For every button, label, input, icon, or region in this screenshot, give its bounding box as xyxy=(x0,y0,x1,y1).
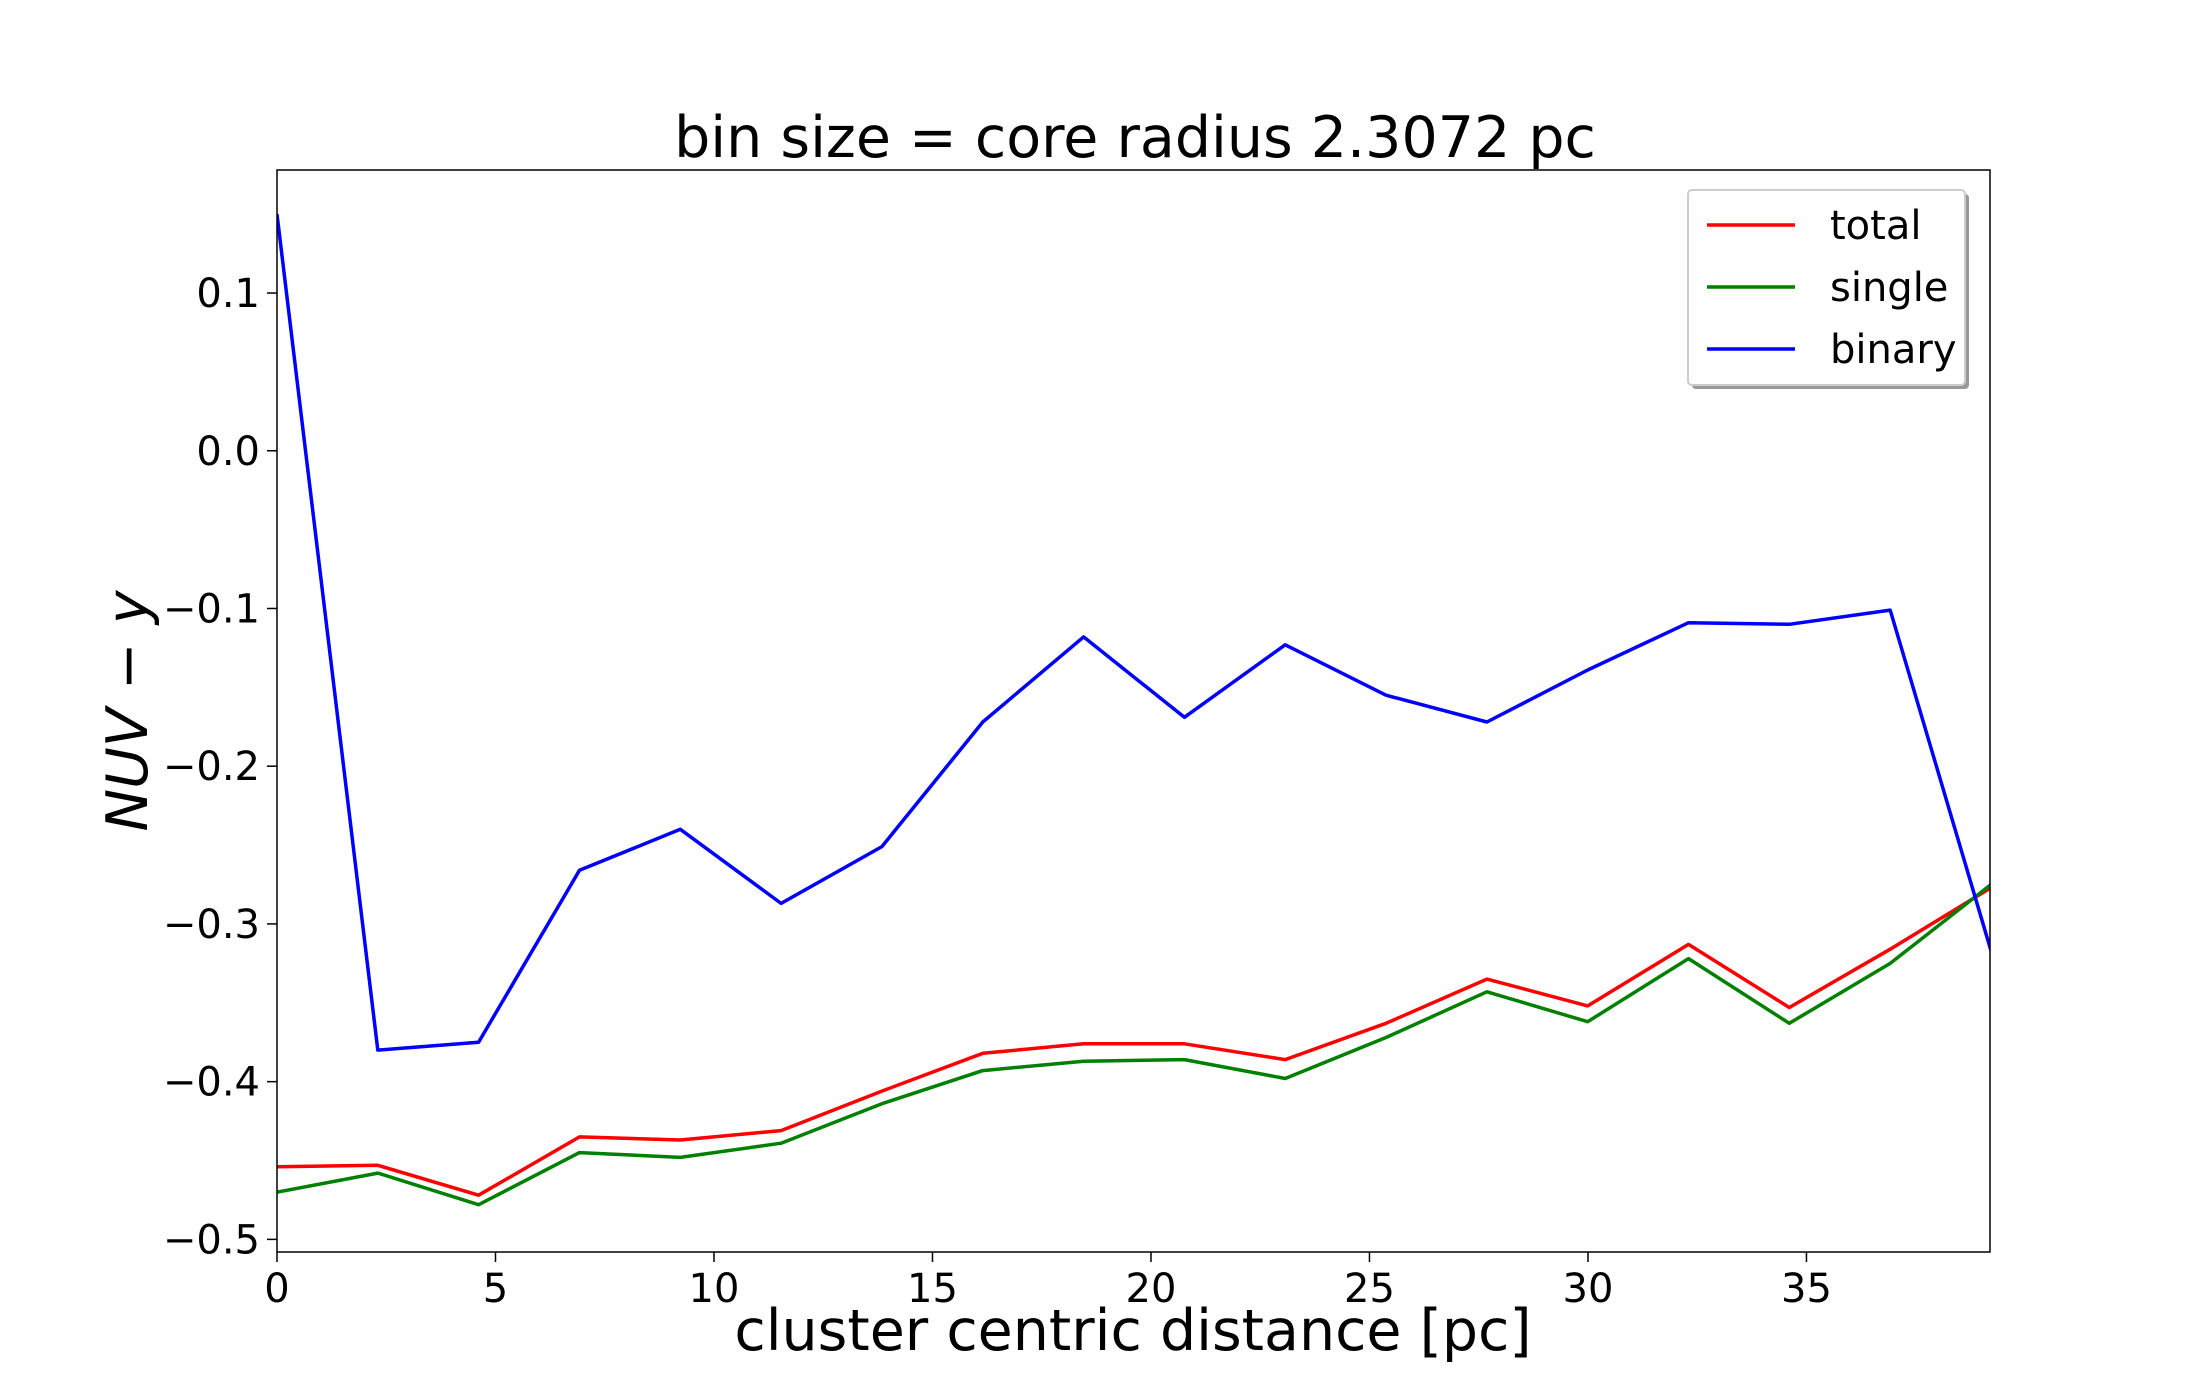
x-tick-label: 15 xyxy=(907,1266,958,1312)
y-tick-label: −0.4 xyxy=(163,1060,260,1106)
y-axis-label: NUV − y xyxy=(95,589,161,831)
x-tick-label: 35 xyxy=(1781,1266,1832,1312)
x-axis-ticks: 0 5 10 15 20 25 30 35 xyxy=(264,1252,1832,1312)
series-line-total xyxy=(277,886,1990,1197)
x-axis-label: cluster centric distance [pc] xyxy=(734,1298,1531,1364)
legend: total single binary xyxy=(1687,189,1969,389)
plot-lines xyxy=(277,213,1990,1207)
y-tick-label: −0.3 xyxy=(163,902,260,948)
x-tick-label: 10 xyxy=(689,1266,740,1312)
x-tick-label: 5 xyxy=(483,1266,508,1312)
legend-entries: total single binary xyxy=(1707,203,1956,373)
x-tick-label: 20 xyxy=(1126,1266,1177,1312)
y-tick-label: 0.0 xyxy=(196,429,260,475)
legend-label-binary: binary xyxy=(1830,327,1956,373)
x-tick-label: 30 xyxy=(1563,1266,1614,1312)
legend-label-single: single xyxy=(1830,265,1948,311)
x-tick-label: 25 xyxy=(1344,1266,1395,1312)
y-tick-label: −0.5 xyxy=(163,1217,260,1263)
x-tick-label: 0 xyxy=(264,1266,289,1312)
legend-box xyxy=(1687,189,1966,386)
series-line-binary xyxy=(277,213,1990,1052)
y-axis-ticks: 0.1 0.0 −0.1 −0.2 −0.3 −0.4 −0.5 xyxy=(163,271,277,1263)
legend-label-total: total xyxy=(1830,203,1921,249)
plot-frame xyxy=(276,169,1991,1253)
y-tick-label: 0.1 xyxy=(196,271,260,317)
y-tick-label: −0.1 xyxy=(163,586,260,632)
chart-title: bin size = core radius 2.3072 pc xyxy=(674,105,1596,171)
y-tick-label: −0.2 xyxy=(163,744,260,790)
series-line-single xyxy=(277,883,1990,1207)
